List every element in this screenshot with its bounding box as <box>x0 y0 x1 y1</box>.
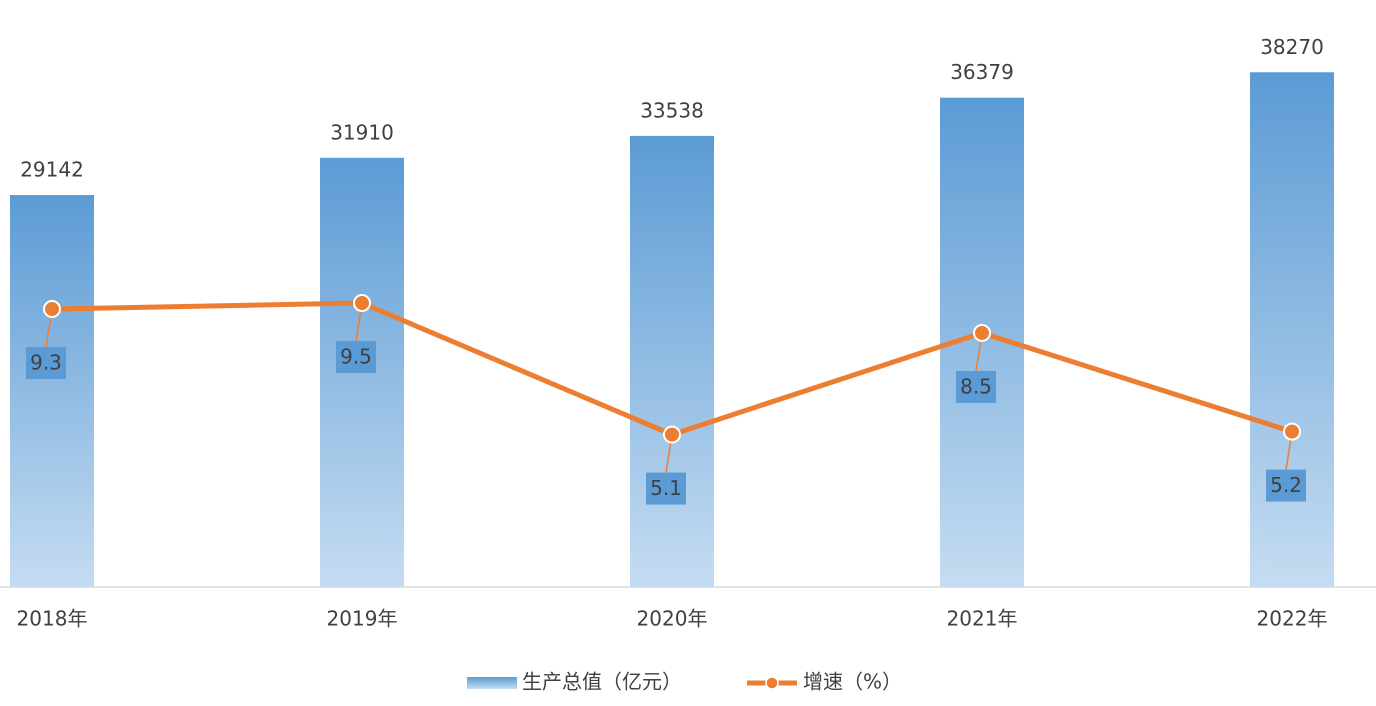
x-tick-label: 2018年 <box>17 607 88 631</box>
line-marker <box>353 294 371 313</box>
line-value-label: 5.2 <box>1270 473 1302 497</box>
value-label-box <box>646 472 686 505</box>
line-marker <box>43 300 61 319</box>
value-label-box <box>26 347 66 380</box>
bar-value-label: 38270 <box>1260 35 1324 59</box>
line-value-label: 5.1 <box>650 476 682 500</box>
line-marker <box>663 425 681 444</box>
value-label-box <box>956 370 996 403</box>
bar <box>1250 72 1334 588</box>
legend-label: 生产总值（亿元） <box>522 670 682 694</box>
bar-value-label: 31910 <box>330 120 394 144</box>
x-tick-label: 2021年 <box>947 607 1018 631</box>
legend-swatch <box>765 676 779 690</box>
value-label-box <box>336 341 376 374</box>
line-value-label: 9.5 <box>340 345 372 369</box>
bar-value-label: 29142 <box>20 158 84 182</box>
bar <box>10 195 94 587</box>
value-label-box <box>1266 469 1306 502</box>
x-tick-label: 2020年 <box>637 607 708 631</box>
legend-swatch <box>467 677 517 689</box>
line-marker <box>1283 422 1301 441</box>
legend-label: 增速（%） <box>803 670 902 694</box>
x-tick-label: 2019年 <box>327 607 398 631</box>
line-value-label: 8.5 <box>960 374 992 398</box>
line-marker <box>973 323 991 342</box>
line-value-label: 9.3 <box>30 351 62 375</box>
bar-value-label: 36379 <box>950 60 1014 84</box>
bar-value-label: 33538 <box>640 98 704 122</box>
bar <box>630 135 714 588</box>
x-tick-label: 2022年 <box>1257 607 1328 631</box>
